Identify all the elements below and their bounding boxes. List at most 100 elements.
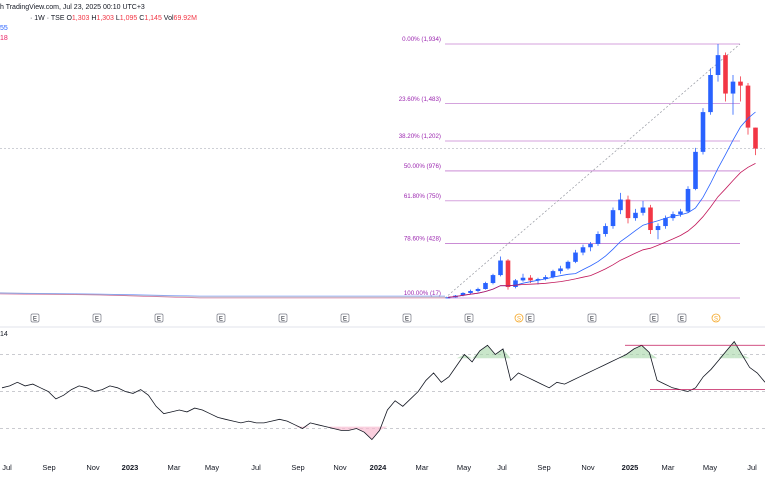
fib-label-6: 100.00% (17) [404, 290, 441, 297]
event-marker-label-3: E [219, 317, 223, 323]
candle-body-40 [745, 85, 751, 128]
candle-body-19 [588, 243, 593, 248]
rsi-os-fill-47 [356, 426, 365, 433]
candle-body-35 [708, 75, 713, 113]
event-marker-label-7: E [467, 317, 471, 323]
rsi-ob-fill-82 [626, 348, 634, 359]
candle-body-32 [685, 188, 691, 212]
x-axis-label-16: Mar [662, 463, 675, 472]
candle-body-12 [535, 279, 541, 281]
candle-body-18 [580, 247, 586, 253]
candle-body-31 [678, 211, 683, 215]
rsi-os-fill-49 [371, 426, 380, 440]
rsi-ob-fill-83 [633, 345, 642, 359]
rsi-ob-fill-96 [734, 341, 742, 359]
candle-body-16 [565, 261, 571, 269]
rsi-os-fill-46 [348, 426, 357, 431]
ohlc-key-c: C [137, 15, 145, 22]
event-marker-label-4: E [281, 317, 285, 323]
candle-body-26 [640, 207, 646, 213]
x-axis-label-14: Nov [581, 463, 595, 472]
rsi-os-fill-44 [333, 426, 342, 431]
dividend-marker-8 [514, 313, 524, 323]
ohlc-value-vol: 69.92M [173, 15, 197, 22]
ohlc-key-o: O [66, 15, 72, 22]
x-axis-label-10: Mar [416, 463, 429, 472]
earnings-marker-2 [154, 313, 164, 323]
rsi-os-fill-48 [364, 426, 372, 440]
event-marker-label-0: E [33, 317, 37, 323]
earnings-marker-5 [340, 313, 350, 323]
earnings-marker-6 [402, 313, 412, 323]
ma-slow-legend[interactable]: 18 [0, 35, 8, 42]
ohlc-key-vol: Vol [161, 15, 174, 22]
rsi-ob-fill-84 [641, 345, 650, 359]
price-history-flat [0, 292, 445, 298]
fib-label-1: 23.60% (1,483) [399, 96, 441, 103]
earnings-marker-7 [464, 313, 474, 323]
candle-body-21 [603, 226, 608, 235]
ohlc-value-o: 1,303 [71, 15, 90, 22]
candle-body-38 [730, 81, 736, 94]
rsi-line [1, 340, 765, 441]
fib-label-0: 0.00% (1,934) [402, 36, 441, 43]
x-axis-label-6: Jul [251, 463, 261, 472]
ohlc-key-l: L [113, 15, 120, 22]
ohlc-value-l: 1,095 [119, 15, 138, 22]
fib-label-4: 61.80% (750) [404, 193, 441, 200]
ohlc-key-h: H [89, 15, 97, 22]
ma-fast-line [447, 111, 756, 298]
rsi-ob-fill-85 [649, 352, 658, 359]
x-axis-label-5: May [205, 463, 219, 472]
candle-body-39 [738, 81, 743, 86]
candle-body-2 [460, 292, 466, 296]
rsi-legend[interactable]: 14 [0, 331, 8, 338]
earnings-marker-1 [92, 313, 102, 323]
event-marker-label-5: E [343, 317, 347, 323]
event-marker-label-8: S [517, 317, 521, 323]
candle-body-27 [648, 207, 653, 231]
earnings-marker-10 [587, 313, 597, 323]
candle-body-29 [663, 218, 668, 227]
rsi-ob-fill-62 [472, 350, 480, 359]
fib-label-5: 78.60% (428) [404, 236, 441, 243]
event-marker-label-2: E [157, 317, 161, 323]
ma-fast-legend[interactable]: 55 [0, 25, 8, 32]
symbol-label: · 1W · TSE [30, 15, 65, 22]
event-marker-label-11: E [652, 317, 656, 323]
event-marker-label-1: E [95, 317, 99, 323]
x-axis-label-7: Sep [291, 463, 304, 472]
rsi-ob-fill-63 [479, 345, 488, 359]
rsi-ob-fill-65 [495, 348, 503, 359]
event-marker-label-13: S [714, 317, 718, 323]
x-axis-label-8: Nov [333, 463, 347, 472]
rsi-os-fill-50 [379, 426, 388, 431]
dividend-marker-13 [711, 313, 721, 323]
candle-body-33 [693, 151, 698, 189]
candle-body-8 [505, 260, 511, 288]
earnings-marker-3 [216, 313, 226, 323]
candle-body-41 [753, 127, 758, 149]
rsi-ob-fill-61 [464, 354, 473, 359]
x-axis-label-1: Sep [42, 463, 55, 472]
candle-body-20 [595, 234, 601, 244]
candle-body-15 [558, 268, 563, 272]
candle-body-24 [625, 199, 631, 219]
candle-body-11 [528, 277, 533, 281]
rsi-ob-fill-95 [726, 341, 735, 359]
event-marker-label-10: E [590, 317, 594, 323]
candle-body-36 [715, 55, 721, 76]
rsi-os-fill-39 [294, 426, 303, 429]
earnings-marker-4 [278, 313, 288, 323]
ohlc-value-h: 1,303 [96, 15, 114, 22]
candle-body-34 [700, 112, 706, 152]
candle-body-5 [483, 283, 488, 289]
fib-label-2: 38.20% (1,202) [399, 133, 441, 140]
candle-body-22 [610, 210, 616, 227]
rsi-ob-fill-64 [487, 345, 496, 359]
chart-header: h TradingView.com, Jul 23, 2025 00:10 UT… [0, 4, 145, 11]
x-axis-label-17: May [703, 463, 717, 472]
x-axis-label-18: Jul [747, 463, 757, 472]
